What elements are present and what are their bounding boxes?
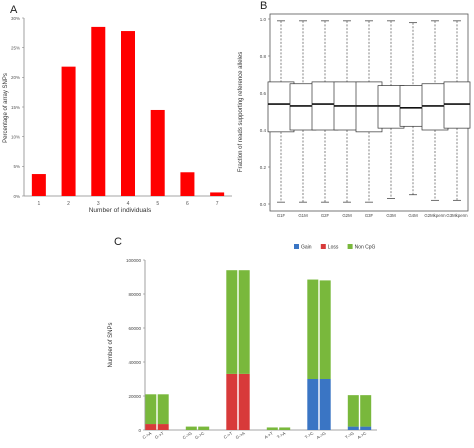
panel-b-x-tick-label: G2M	[342, 213, 352, 218]
panel-a-x-tick-label: 1	[37, 201, 40, 207]
panel-c-y-axis-title: Number of SNPs	[108, 322, 114, 367]
panel-c-bar-segment	[360, 395, 372, 427]
panel-a-bar	[210, 192, 225, 196]
panel-b-y-tick-label: 1.0	[260, 17, 267, 22]
panel-c-x-tick-label: C->G	[182, 431, 193, 441]
panel-c-bar-segment	[307, 379, 319, 430]
panel-b-x-tick-label: G2F	[321, 213, 330, 218]
panel-c-y-tick-label: 0	[138, 428, 141, 433]
panel-c-bar-segment	[347, 426, 359, 430]
panel-a-x-tick-label: 4	[127, 201, 130, 207]
panel-c-legend-swatch	[347, 244, 353, 249]
panel-c-x-tick-label: T->G	[344, 431, 355, 440]
panel-c-letter: C	[114, 236, 122, 248]
panel-c-y-tick-label: 100000	[126, 258, 142, 263]
panel-a-y-axis-title: Percentage of array SNPs	[3, 73, 9, 143]
panel-a-bar	[121, 31, 135, 197]
panel-a-y-tick-label: 0%	[13, 194, 20, 199]
panel-c-bar-segment	[347, 395, 359, 427]
panel-b-y-tick-label: 0.6	[260, 91, 267, 96]
panel-c-x-tick-label: A->T	[263, 430, 274, 439]
panel-a-bar	[180, 172, 195, 196]
panel-b-x-tick-label: G3M	[386, 213, 396, 218]
panel-c-bar-segment	[238, 373, 250, 430]
panel-c-bar-segment	[145, 424, 157, 430]
panel-a-x-tick-label: 6	[186, 201, 189, 207]
panel-a-bar	[91, 26, 106, 197]
panel-c-bar-segment	[157, 394, 169, 425]
panel-b: B 0.0 0.2 0.4 0.6 0.8 1.0 G1F G1M G2F G2M G3F G3M G4…	[238, 0, 471, 218]
panel-b-x-tick-label: G3F	[365, 213, 374, 218]
panel-a-x-tick-label: 5	[156, 201, 159, 207]
panel-b-y-axis-title: Fraction of reads supporting reference a…	[238, 52, 244, 172]
panel-b-y-tick-label: 0.0	[260, 202, 267, 207]
panel-b-x-tick-label: G3Mkperm	[446, 213, 468, 218]
panel-c-x-tick-label: G->T	[154, 430, 165, 440]
panel-c-bar-segment	[266, 427, 278, 430]
panel-b-box	[443, 81, 471, 129]
panel-c-legend-swatch	[320, 244, 326, 249]
panel-c-y-tick-label: 80000	[128, 292, 141, 297]
panel-c-y-tick-label: 40000	[128, 360, 141, 365]
panel-b-x-tick-label: G4M	[408, 213, 418, 218]
panel-c-y-tick-label: 60000	[128, 326, 141, 331]
panel-c-bar-segment	[319, 379, 331, 430]
panel-c-bar-segment	[307, 279, 319, 379]
panel-a: A 0% 5% 10% 15% 20% 25% 30% 1 2 3 4 5 6 7 Number of i…	[3, 4, 232, 214]
panel-a-bar	[61, 66, 76, 196]
panel-c-bar-segment	[279, 427, 291, 430]
panel-c-x-tick-label: G->A	[235, 430, 246, 440]
panel-c-x-tick-label: T->C	[304, 431, 314, 440]
panel-b-letter: B	[260, 0, 267, 12]
panel-a-bar	[31, 174, 46, 196]
panel-c-bar-segment	[226, 270, 238, 374]
panel-c-x-tick-label: C->A	[141, 431, 152, 440]
panel-c-y-tick-label: 20000	[128, 394, 141, 399]
panel-c: C Gain Loss Non CpG 0 20000 40000 60000 80000 1…	[108, 236, 377, 440]
panel-c-bar-segment	[157, 424, 169, 430]
panel-a-y-tick-label: 20%	[11, 75, 20, 80]
panel-c-legend-swatch	[294, 244, 299, 249]
panel-c-legend-label: Gain	[301, 245, 312, 251]
panel-c-bar-segment	[198, 426, 210, 430]
panel-c-bar-segment	[185, 426, 197, 430]
panel-a-letter: A	[10, 4, 18, 16]
panel-c-bar-segment	[238, 270, 250, 374]
panel-a-x-tick-label: 2	[67, 201, 70, 207]
panel-c-x-tick-label: A->G	[316, 431, 327, 440]
panel-c-bar-segment	[145, 394, 157, 425]
panel-a-y-tick-label: 10%	[11, 134, 20, 139]
panel-a-x-axis-title: Number of individuals	[89, 207, 152, 214]
panel-c-bar-segment	[360, 426, 372, 430]
panel-a-y-tick-label: 25%	[11, 45, 20, 50]
panel-b-y-tick-label: 0.4	[260, 128, 267, 133]
panel-b-y-tick-label: 0.2	[260, 165, 267, 170]
panel-b-x-tick-label: G2Mkperm	[424, 213, 446, 218]
panel-a-y-tick-label: 5%	[13, 164, 20, 169]
panel-b-y-tick-label: 0.8	[260, 54, 267, 59]
panel-c-x-tick-label: A->C	[356, 431, 367, 440]
panel-c-x-tick-label: C->T	[223, 430, 234, 439]
panel-c-x-tick-label: T->A	[276, 431, 286, 440]
panel-c-legend-label: Loss	[328, 245, 339, 251]
panel-c-bar-segment	[226, 373, 238, 430]
panel-c-x-tick-label: G->C	[194, 431, 205, 441]
panel-b-x-tick-label: G1M	[298, 213, 308, 218]
panel-a-x-tick-label: 7	[216, 201, 219, 207]
panel-a-y-tick-label: 30%	[11, 16, 20, 21]
panel-b-x-tick-label: G1F	[277, 213, 286, 218]
panel-a-bar	[150, 109, 165, 196]
panel-a-y-tick-label: 15%	[11, 105, 20, 110]
panel-c-legend-label: Non CpG	[355, 245, 376, 251]
panel-a-x-tick-label: 3	[97, 201, 100, 207]
panel-c-bar-segment	[319, 280, 331, 379]
